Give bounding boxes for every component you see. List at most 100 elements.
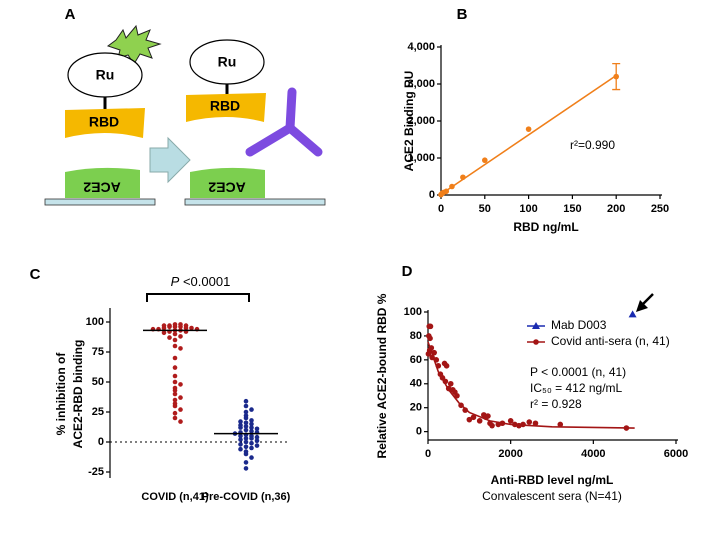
antibody [245,87,323,157]
y-tick-label: 0 [416,426,422,438]
annotation: P < 0.0001 (n, 41) [530,365,626,379]
x-tick-label: Pre-COVID (n,36) [202,491,291,503]
y-tick-label: -25 [88,466,104,478]
y-tick-label: 4,000 [407,41,435,53]
point [161,330,167,336]
point [454,392,460,399]
point [238,437,243,442]
point [485,413,491,419]
point [243,451,249,457]
point [489,422,495,429]
p-symbol: P [171,274,180,289]
point [238,425,243,430]
point [243,436,249,441]
point [172,355,178,361]
point [178,395,183,400]
point [249,425,254,430]
point [470,414,477,421]
point [178,334,183,339]
y-tick-label: 0 [98,436,104,448]
point [243,439,249,445]
point [172,373,178,379]
x-tick-label: 6000 [664,448,688,460]
point [435,363,442,369]
legend-marker [532,322,540,329]
point [172,415,178,421]
point [429,354,435,361]
rbd-shape [186,93,266,122]
panel-label: C [30,266,41,283]
y-axis-label: ACE2-RBD binding [71,340,85,449]
point [172,379,178,385]
point [243,427,249,433]
legend-marker [533,339,539,345]
point [243,415,249,421]
legend-label: Mab D003 [551,318,607,332]
ace2-shape [190,167,265,198]
point [238,442,243,447]
point [254,443,260,448]
point [238,446,243,452]
point [249,436,254,441]
point [447,380,454,387]
ace2-text: ACE2 [208,179,246,195]
point [623,425,630,431]
point [243,420,249,426]
point [628,310,637,318]
point [172,324,178,330]
point [243,398,249,404]
point [507,418,514,424]
point [172,397,178,403]
ru-label [189,39,265,85]
point [178,324,183,330]
point [427,335,433,342]
point [525,126,532,132]
pointer-arrow [636,293,654,312]
point [178,407,183,412]
point [458,402,464,409]
p-text: <0.0001 [179,274,230,289]
x-tick-label: 150 [563,203,581,215]
annotation: r² = 0.928 [530,397,582,411]
point [249,428,254,434]
point [520,421,526,428]
point [249,421,254,427]
point [482,157,488,164]
point [449,183,455,190]
ru-text: Ru [96,67,115,83]
point [172,331,178,337]
point [183,325,189,331]
surface [184,198,326,206]
point [526,419,533,425]
y-tick-label: 100 [86,316,104,328]
point [460,174,466,181]
point [462,407,469,413]
legend-label: Covid anti-sera (n, 41) [551,334,670,348]
y-tick-label: 80 [410,330,422,342]
panel-label: B [457,6,468,23]
y-axis-label: % inhibition of [54,352,68,436]
y-tick-label: 75 [92,346,104,358]
point [442,378,449,385]
point [476,418,483,424]
point [189,325,194,331]
point [238,419,243,424]
y-tick-label: 60 [410,354,422,366]
point [161,325,167,331]
point [178,346,183,351]
point [427,323,434,330]
fit-line [440,74,617,195]
x-axis-label: RBD ng/mL [513,220,578,234]
point [443,363,450,369]
ru-text: Ru [218,54,237,70]
point [532,420,539,427]
point [499,420,506,427]
point [249,440,254,446]
x-tick-label: COVID (n,41) [141,491,209,503]
point [167,324,172,330]
y-axis-label: ACE2 Binding RU [402,71,416,172]
diagram: A Ru RBD ACE2 Ru RBD ACE2 [44,6,326,206]
point [172,365,178,370]
point [243,466,249,471]
